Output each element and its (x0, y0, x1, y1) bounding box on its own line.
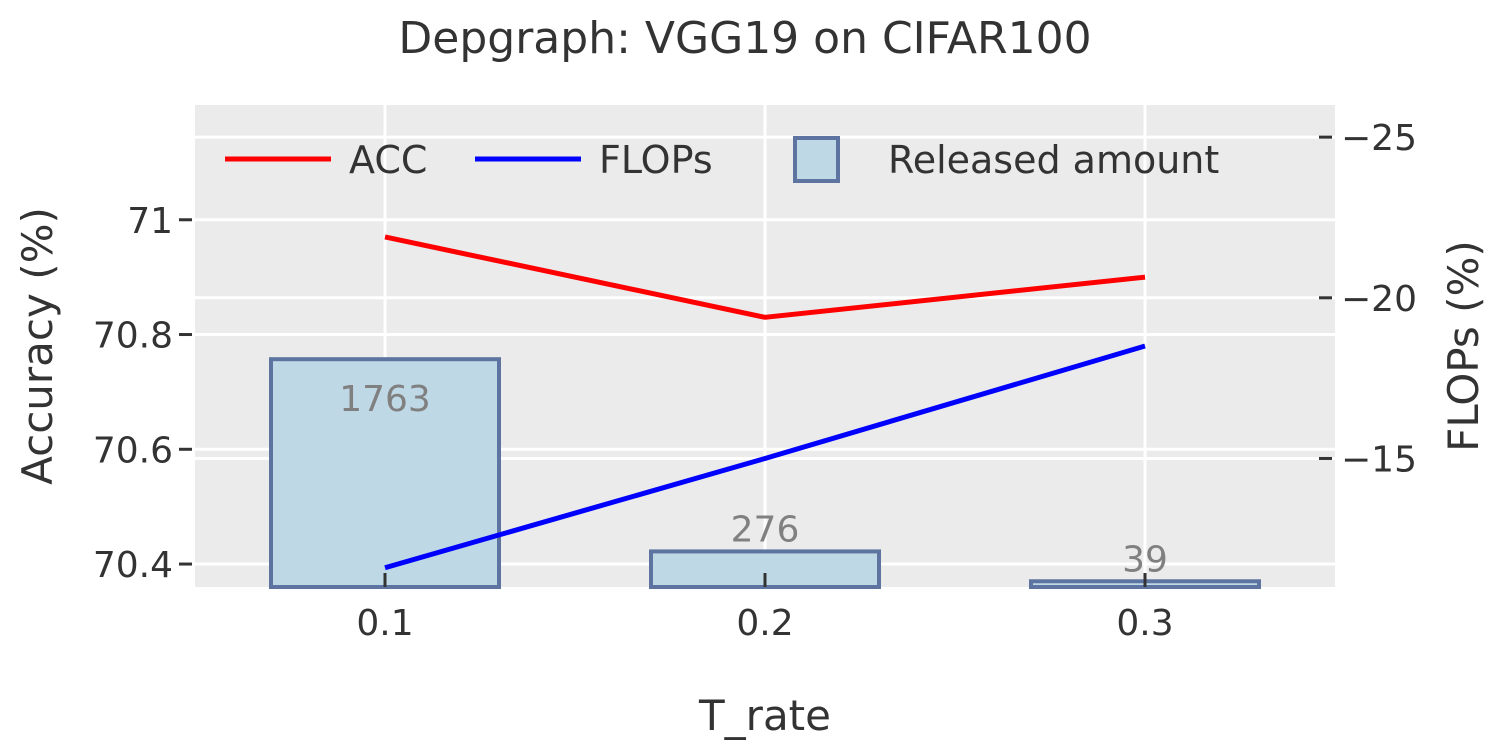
series-line-flops (384, 343, 1146, 571)
right-tick-label-0: −15 (1341, 439, 1417, 480)
series-line-acc (384, 234, 1146, 320)
x-tick-label-1: 0.2 (736, 603, 793, 644)
bar-label-0.1: 1763 (339, 379, 431, 420)
right-tick-label-1: −20 (1341, 279, 1417, 320)
bar-0.1 (269, 357, 501, 590)
legend-label-flops: FLOPs (599, 138, 713, 182)
left-tick-label-2: 70.8 (93, 316, 173, 357)
left-tick-label-0: 70.4 (93, 545, 173, 586)
x-tick-label-0: 0.1 (356, 603, 413, 644)
left-tick-label-3: 71 (127, 201, 173, 242)
legend-label-acc: ACC (349, 138, 427, 182)
bar-label-0.2: 276 (731, 509, 800, 550)
x-axis-label: T_rate (698, 691, 831, 740)
legend-swatch-released (793, 136, 840, 183)
lines (384, 234, 1146, 571)
right-tick-label-2: −25 (1341, 118, 1417, 159)
y-axis-left-label: Accuracy (%) (13, 207, 62, 485)
chart-title: Depgraph: VGG19 on CIFAR100 (398, 13, 1091, 64)
ticks: 70.4 70.6 70.8 71 −15 −20 −25 0.1 0.2 0.3 (93, 118, 1417, 644)
left-tick-label-1: 70.6 (93, 430, 173, 471)
y-axis-right-label: FLOPs (%) (1439, 240, 1488, 452)
legend-label-released: Released amount (888, 138, 1219, 182)
legend: ACC FLOPs Released amount (225, 136, 1219, 183)
x-tick-label-2: 0.3 (1116, 603, 1173, 644)
